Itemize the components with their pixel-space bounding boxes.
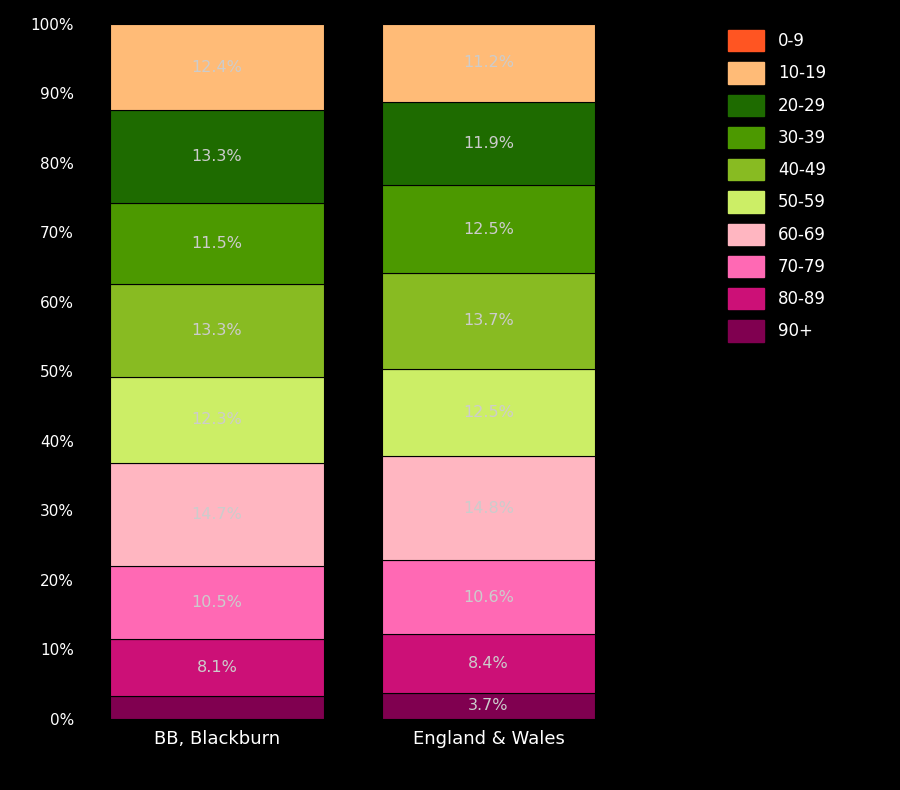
Bar [382, 102, 595, 186]
Text: 8.4%: 8.4% [468, 656, 508, 671]
Text: 14.7%: 14.7% [192, 507, 242, 522]
Bar [382, 634, 595, 693]
Bar [382, 369, 595, 457]
Bar [382, 186, 595, 273]
Text: 3.7%: 3.7% [468, 698, 508, 713]
Text: 11.9%: 11.9% [463, 136, 514, 151]
Text: 11.5%: 11.5% [192, 236, 242, 251]
Bar [382, 273, 595, 369]
Bar [110, 204, 324, 284]
Text: 12.3%: 12.3% [192, 412, 242, 427]
Text: 10.5%: 10.5% [192, 595, 242, 610]
Bar [382, 457, 595, 560]
Bar [110, 24, 324, 111]
Text: 12.5%: 12.5% [464, 222, 514, 237]
Text: 13.3%: 13.3% [192, 149, 242, 164]
Text: 10.6%: 10.6% [464, 589, 514, 604]
Legend: 0-9, 10-19, 20-29, 30-39, 40-49, 50-59, 60-69, 70-79, 80-89, 90+: 0-9, 10-19, 20-29, 30-39, 40-49, 50-59, … [723, 25, 831, 347]
Text: 13.7%: 13.7% [464, 314, 514, 329]
Bar [110, 377, 324, 463]
Bar [110, 639, 324, 696]
Bar [110, 566, 324, 639]
Text: 11.2%: 11.2% [463, 55, 514, 70]
Text: 8.1%: 8.1% [196, 660, 238, 675]
Text: 12.4%: 12.4% [192, 59, 242, 74]
Bar [110, 463, 324, 566]
Bar [110, 284, 324, 377]
Text: 14.8%: 14.8% [463, 501, 514, 516]
Text: 12.5%: 12.5% [464, 405, 514, 420]
Bar [110, 111, 324, 204]
Bar [382, 693, 595, 719]
Text: 13.3%: 13.3% [192, 323, 242, 338]
Bar [110, 696, 324, 719]
Bar [382, 24, 595, 102]
Bar [382, 560, 595, 634]
